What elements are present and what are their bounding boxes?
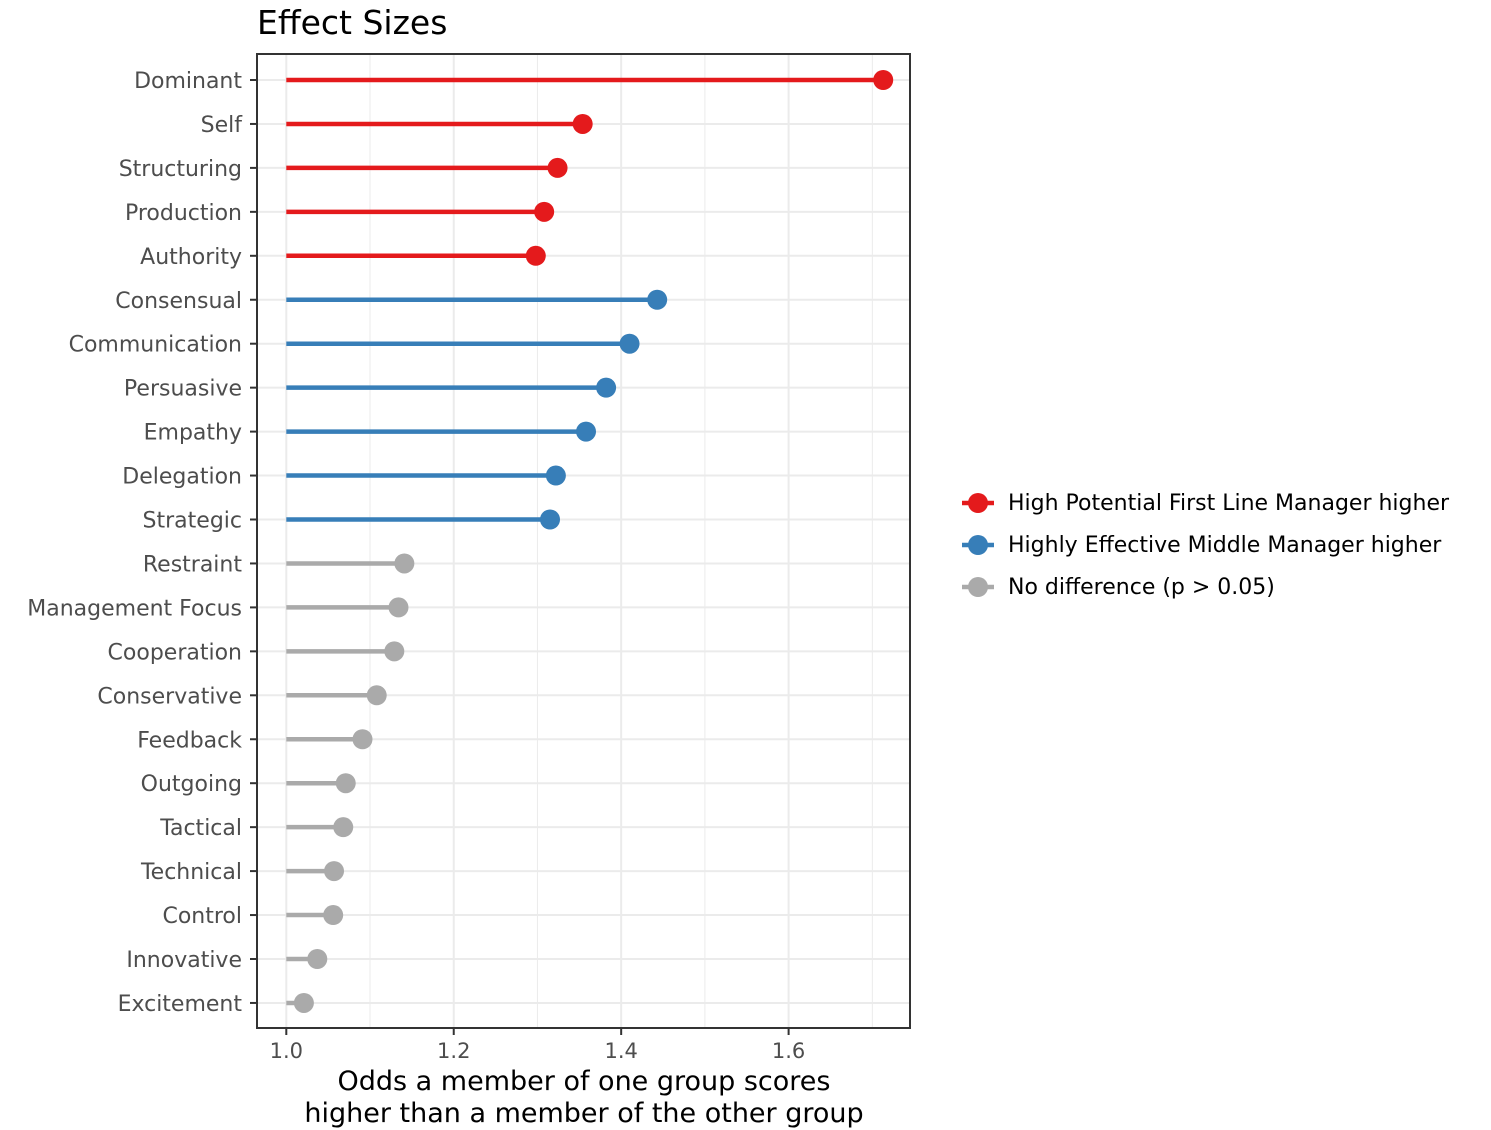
lollipop-point	[394, 553, 415, 574]
lollipop-point	[366, 685, 387, 706]
y-tick-label: Empathy	[144, 421, 242, 446]
y-tick-label: Tactical	[159, 816, 242, 841]
lollipop-point	[619, 333, 640, 354]
x-tick-label: 1.4	[604, 1039, 637, 1063]
panel-border	[256, 53, 911, 1029]
lollipop-point	[647, 289, 668, 310]
legend-entry-label: High Potential First Line Manager higher	[1008, 491, 1450, 516]
lollipop-point	[525, 245, 546, 266]
lollipop-point	[323, 905, 344, 926]
x-tick-label: 1.0	[270, 1039, 303, 1063]
lollipop-point	[333, 817, 354, 838]
x-axis-label-line-1: Odds a member of one group scores	[337, 1066, 830, 1097]
y-tick-label: Cooperation	[108, 640, 242, 665]
lollipop-point	[873, 70, 894, 90]
lollipop-point	[352, 729, 373, 750]
y-tick-label: Innovative	[126, 948, 242, 973]
y-tick-label: Feedback	[137, 728, 242, 753]
y-tick-label: Management Focus	[27, 596, 242, 621]
lollipop-point	[545, 465, 566, 486]
y-tick-label: Excitement	[118, 992, 243, 1017]
chart-title: Effect Sizes	[257, 3, 447, 42]
lollipop-point	[324, 861, 345, 882]
lollipop-point	[388, 597, 409, 618]
y-tick-label: Authority	[140, 245, 242, 270]
y-tick-label: Persuasive	[124, 377, 242, 402]
lollipop-marks	[286, 70, 894, 1013]
y-tick-label: Self	[201, 113, 244, 138]
lollipop-point	[293, 992, 314, 1013]
lollipop-point	[540, 509, 561, 530]
y-tick-label: Control	[162, 904, 242, 929]
legend-entry-label: Highly Effective Middle Manager higher	[1008, 533, 1442, 558]
legend: High Potential First Line Manager higher…	[962, 491, 1450, 600]
lollipop-point	[596, 377, 617, 398]
lollipop-point	[534, 201, 555, 222]
x-tick-label: 1.2	[437, 1039, 470, 1063]
legend-key-point	[968, 535, 988, 555]
x-axis: 1.0 1.2 1.4 1.6	[270, 1028, 805, 1063]
y-axis: Dominant Self Structuring Production Authori…	[27, 69, 257, 1017]
grid-lines	[257, 54, 910, 1028]
y-tick-label: Structuring	[119, 157, 242, 182]
legend-entry-label: No difference (p > 0.05)	[1008, 575, 1275, 600]
y-tick-label: Strategic	[143, 509, 242, 534]
lollipop-point	[547, 157, 568, 178]
y-tick-label: Dominant	[134, 69, 242, 94]
lollipop-point	[307, 949, 328, 969]
y-tick-label: Communication	[69, 333, 242, 358]
legend-key-point	[968, 577, 988, 597]
lollipop-point	[576, 421, 597, 442]
x-tick-label: 1.6	[772, 1039, 805, 1063]
y-tick-label: Production	[125, 201, 242, 226]
y-tick-label: Consensual	[115, 289, 242, 314]
lollipop-point	[335, 773, 356, 794]
y-tick-label: Restraint	[143, 552, 243, 577]
lollipop-point	[384, 641, 405, 662]
y-tick-label: Delegation	[122, 465, 242, 490]
y-tick-label: Conservative	[97, 684, 242, 709]
x-axis-label-line-2: higher than a member of the other group	[304, 1098, 863, 1129]
y-tick-label: Technical	[140, 860, 242, 885]
y-tick-label: Outgoing	[141, 772, 242, 797]
legend-key-point	[968, 493, 988, 513]
lollipop-point	[572, 113, 593, 134]
